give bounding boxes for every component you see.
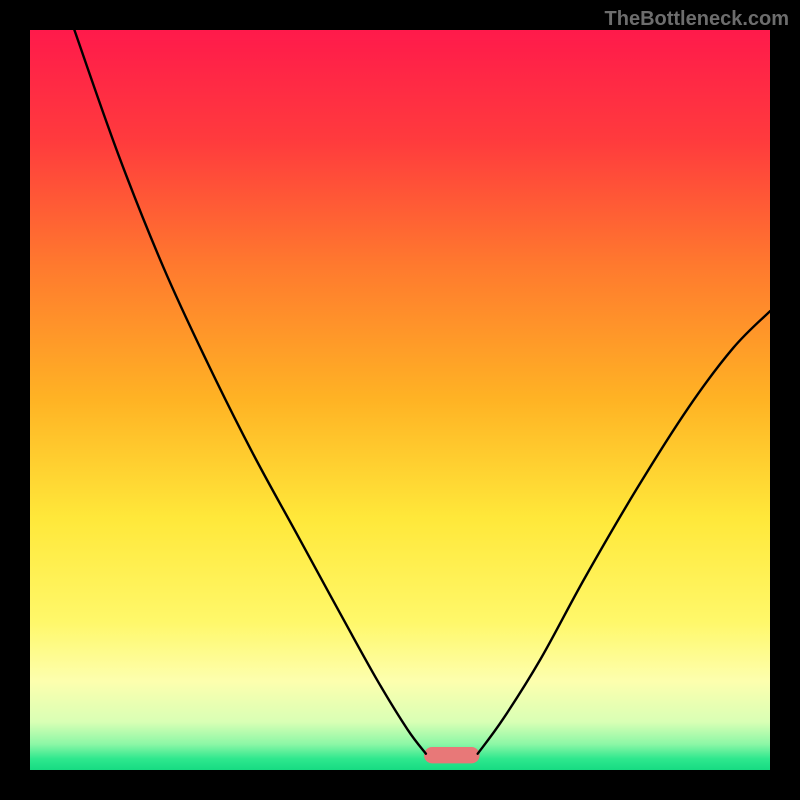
chart-svg [30,30,770,770]
bottleneck-marker [424,747,480,763]
chart-outer: TheBottleneck.com [0,0,800,800]
watermark-text: TheBottleneck.com [605,8,789,31]
plot-area [30,30,770,770]
gradient-background [30,30,770,770]
